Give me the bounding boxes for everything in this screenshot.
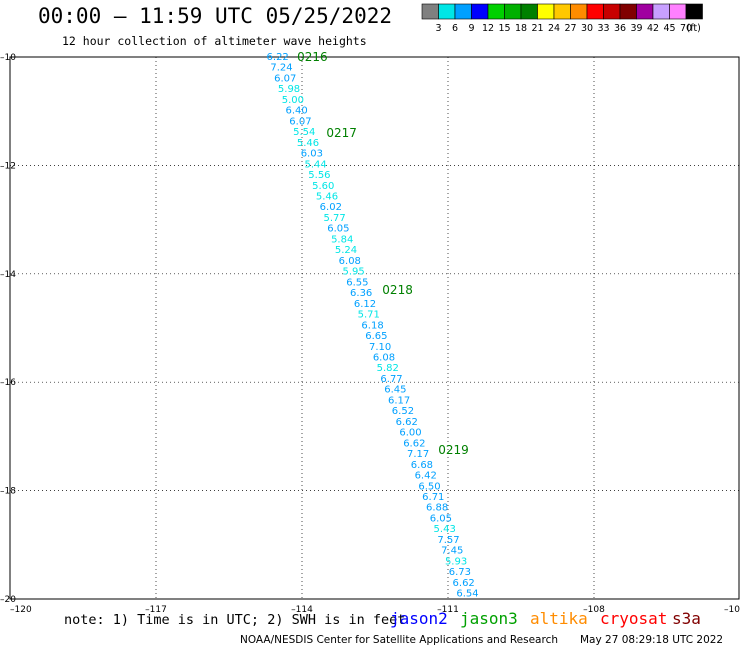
legend-label: 33: [597, 23, 609, 34]
legend-label: 30: [581, 23, 593, 34]
chart-title: 00:00 – 11:59 UTC 05/25/2022: [38, 4, 393, 28]
legend-label: 24: [548, 23, 560, 34]
swh-value-label: 6.52: [392, 406, 414, 417]
legend-label: 15: [498, 23, 510, 34]
legend-label: 3: [435, 23, 441, 34]
swh-value-label: 7.57: [437, 535, 459, 546]
swh-value-label: 7.24: [270, 63, 292, 74]
swh-value-label: 6.62: [453, 578, 475, 589]
plot-frame: [9, 56, 740, 600]
legend-label: 42: [647, 23, 659, 34]
legend-label: 12: [482, 23, 494, 34]
units-note: note: 1) Time is in UTC; 2) SWH is in fe…: [64, 612, 406, 628]
x-tick-label: –111: [437, 605, 459, 615]
legend-satellite-jason3: jason3: [460, 609, 518, 628]
swh-value-label: 6.07: [289, 116, 311, 127]
x-tick-label: –120: [10, 605, 32, 615]
x-tick-label: –10: [724, 605, 740, 615]
swh-value-label: 5.54: [293, 127, 315, 138]
swh-value-label: 6.62: [403, 438, 425, 449]
y-tick-label: –10: [0, 53, 16, 63]
swh-value-label: 6.05: [327, 224, 349, 235]
swh-value-label: 6.18: [361, 320, 383, 331]
swh-value-label: 6.71: [422, 492, 444, 503]
swh-value-label: 6.02: [320, 202, 342, 213]
swh-value-label: 6.12: [354, 299, 376, 310]
time-marker-label: 0218: [382, 283, 413, 297]
x-tick-label: –114: [291, 605, 313, 615]
swh-value-label: 5.93: [445, 556, 467, 567]
swh-value-label: 7.17: [407, 449, 429, 460]
legend-label: 18: [515, 23, 527, 34]
legend-label: 70: [680, 23, 692, 34]
swh-value-label: 6.22: [267, 52, 289, 63]
legend-label: 39: [630, 23, 642, 34]
swh-value-label: 5.82: [377, 363, 399, 374]
swh-value-label: 5.46: [297, 138, 319, 149]
swh-value-label: 7.10: [369, 342, 391, 353]
legend-satellite-s3a: s3a: [672, 609, 701, 628]
swh-value-label: 6.88: [426, 503, 448, 514]
legend-label: 36: [614, 23, 626, 34]
swh-value-label: 6.36: [350, 288, 372, 299]
swh-value-label: 6.40: [286, 106, 308, 117]
x-tick-label: –117: [145, 605, 167, 615]
legend-satellite-cryosat: cryosat: [600, 609, 668, 628]
swh-value-label: 5.98: [278, 84, 300, 95]
swh-value-label: 5.24: [335, 245, 357, 256]
credit-line: NOAA/NESDIS Center for Satellite Applica…: [240, 634, 558, 646]
legend-label: 21: [531, 23, 543, 34]
y-tick-label: –20: [0, 595, 16, 605]
chart-subtitle: 12 hour collection of altimeter wave hei…: [62, 34, 367, 48]
swh-value-label: 6.00: [399, 428, 421, 439]
swh-value-label: 5.00: [282, 95, 304, 106]
swh-value-label: 5.46: [316, 192, 338, 203]
legend-unit-label: (ft): [687, 23, 701, 34]
swh-value-label: 6.45: [384, 385, 406, 396]
swh-value-label: 5.44: [304, 159, 326, 170]
time-marker-label: 0219: [438, 443, 469, 457]
swh-value-label: 5.95: [342, 267, 364, 278]
swh-value-label: 5.84: [331, 234, 353, 245]
legend-satellite-altika: altika: [530, 609, 588, 628]
swh-value-label: 6.50: [418, 481, 440, 492]
swh-value-label: 5.60: [312, 181, 334, 192]
swh-value-label: 6.05: [430, 513, 452, 524]
y-tick-label: –18: [0, 487, 16, 497]
y-tick-label: –16: [0, 378, 16, 388]
x-tick-label: –108: [583, 605, 605, 615]
time-marker-label: 0216: [297, 50, 328, 64]
legend-satellite-jason2: jason2: [390, 609, 448, 628]
swh-value-label: 6.62: [396, 417, 418, 428]
y-tick-label: –14: [0, 270, 16, 280]
swh-value-label: 5.43: [434, 524, 456, 535]
legend-label: 6: [452, 23, 458, 34]
time-marker-label: 0217: [326, 126, 357, 140]
swh-value-label: 6.03: [301, 149, 323, 160]
swh-value-label: 7.45: [441, 546, 463, 557]
legend-label: 45: [663, 23, 675, 34]
swh-value-label: 6.55: [346, 277, 368, 288]
y-tick-label: –12: [0, 161, 16, 171]
legend-label: 27: [564, 23, 576, 34]
swh-value-label: 6.07: [274, 73, 296, 84]
swh-value-label: 6.77: [380, 374, 402, 385]
swh-value-label: 5.77: [323, 213, 345, 224]
swh-value-label: 6.17: [388, 395, 410, 406]
swh-value-label: 6.73: [449, 567, 471, 578]
color-legend: 3 6 9 12 15 18 21 24 27 30 33 36 39 42 45 70(ft): [421, 3, 703, 34]
swh-value-label: 5.56: [308, 170, 330, 181]
swh-value-label: 6.08: [373, 352, 395, 363]
swh-value-label: 6.65: [365, 331, 387, 342]
generated-timestamp: May 27 08:29:18 UTC 2022: [580, 634, 724, 646]
swh-value-label: 5.71: [358, 310, 380, 321]
swh-value-label: 6.08: [339, 256, 361, 267]
legend-label: 9: [468, 23, 474, 34]
swh-value-label: 6.42: [415, 471, 437, 482]
legend-swatch: [685, 3, 703, 20]
swh-value-label: 6.54: [456, 589, 478, 600]
swh-value-label: 6.68: [411, 460, 433, 471]
